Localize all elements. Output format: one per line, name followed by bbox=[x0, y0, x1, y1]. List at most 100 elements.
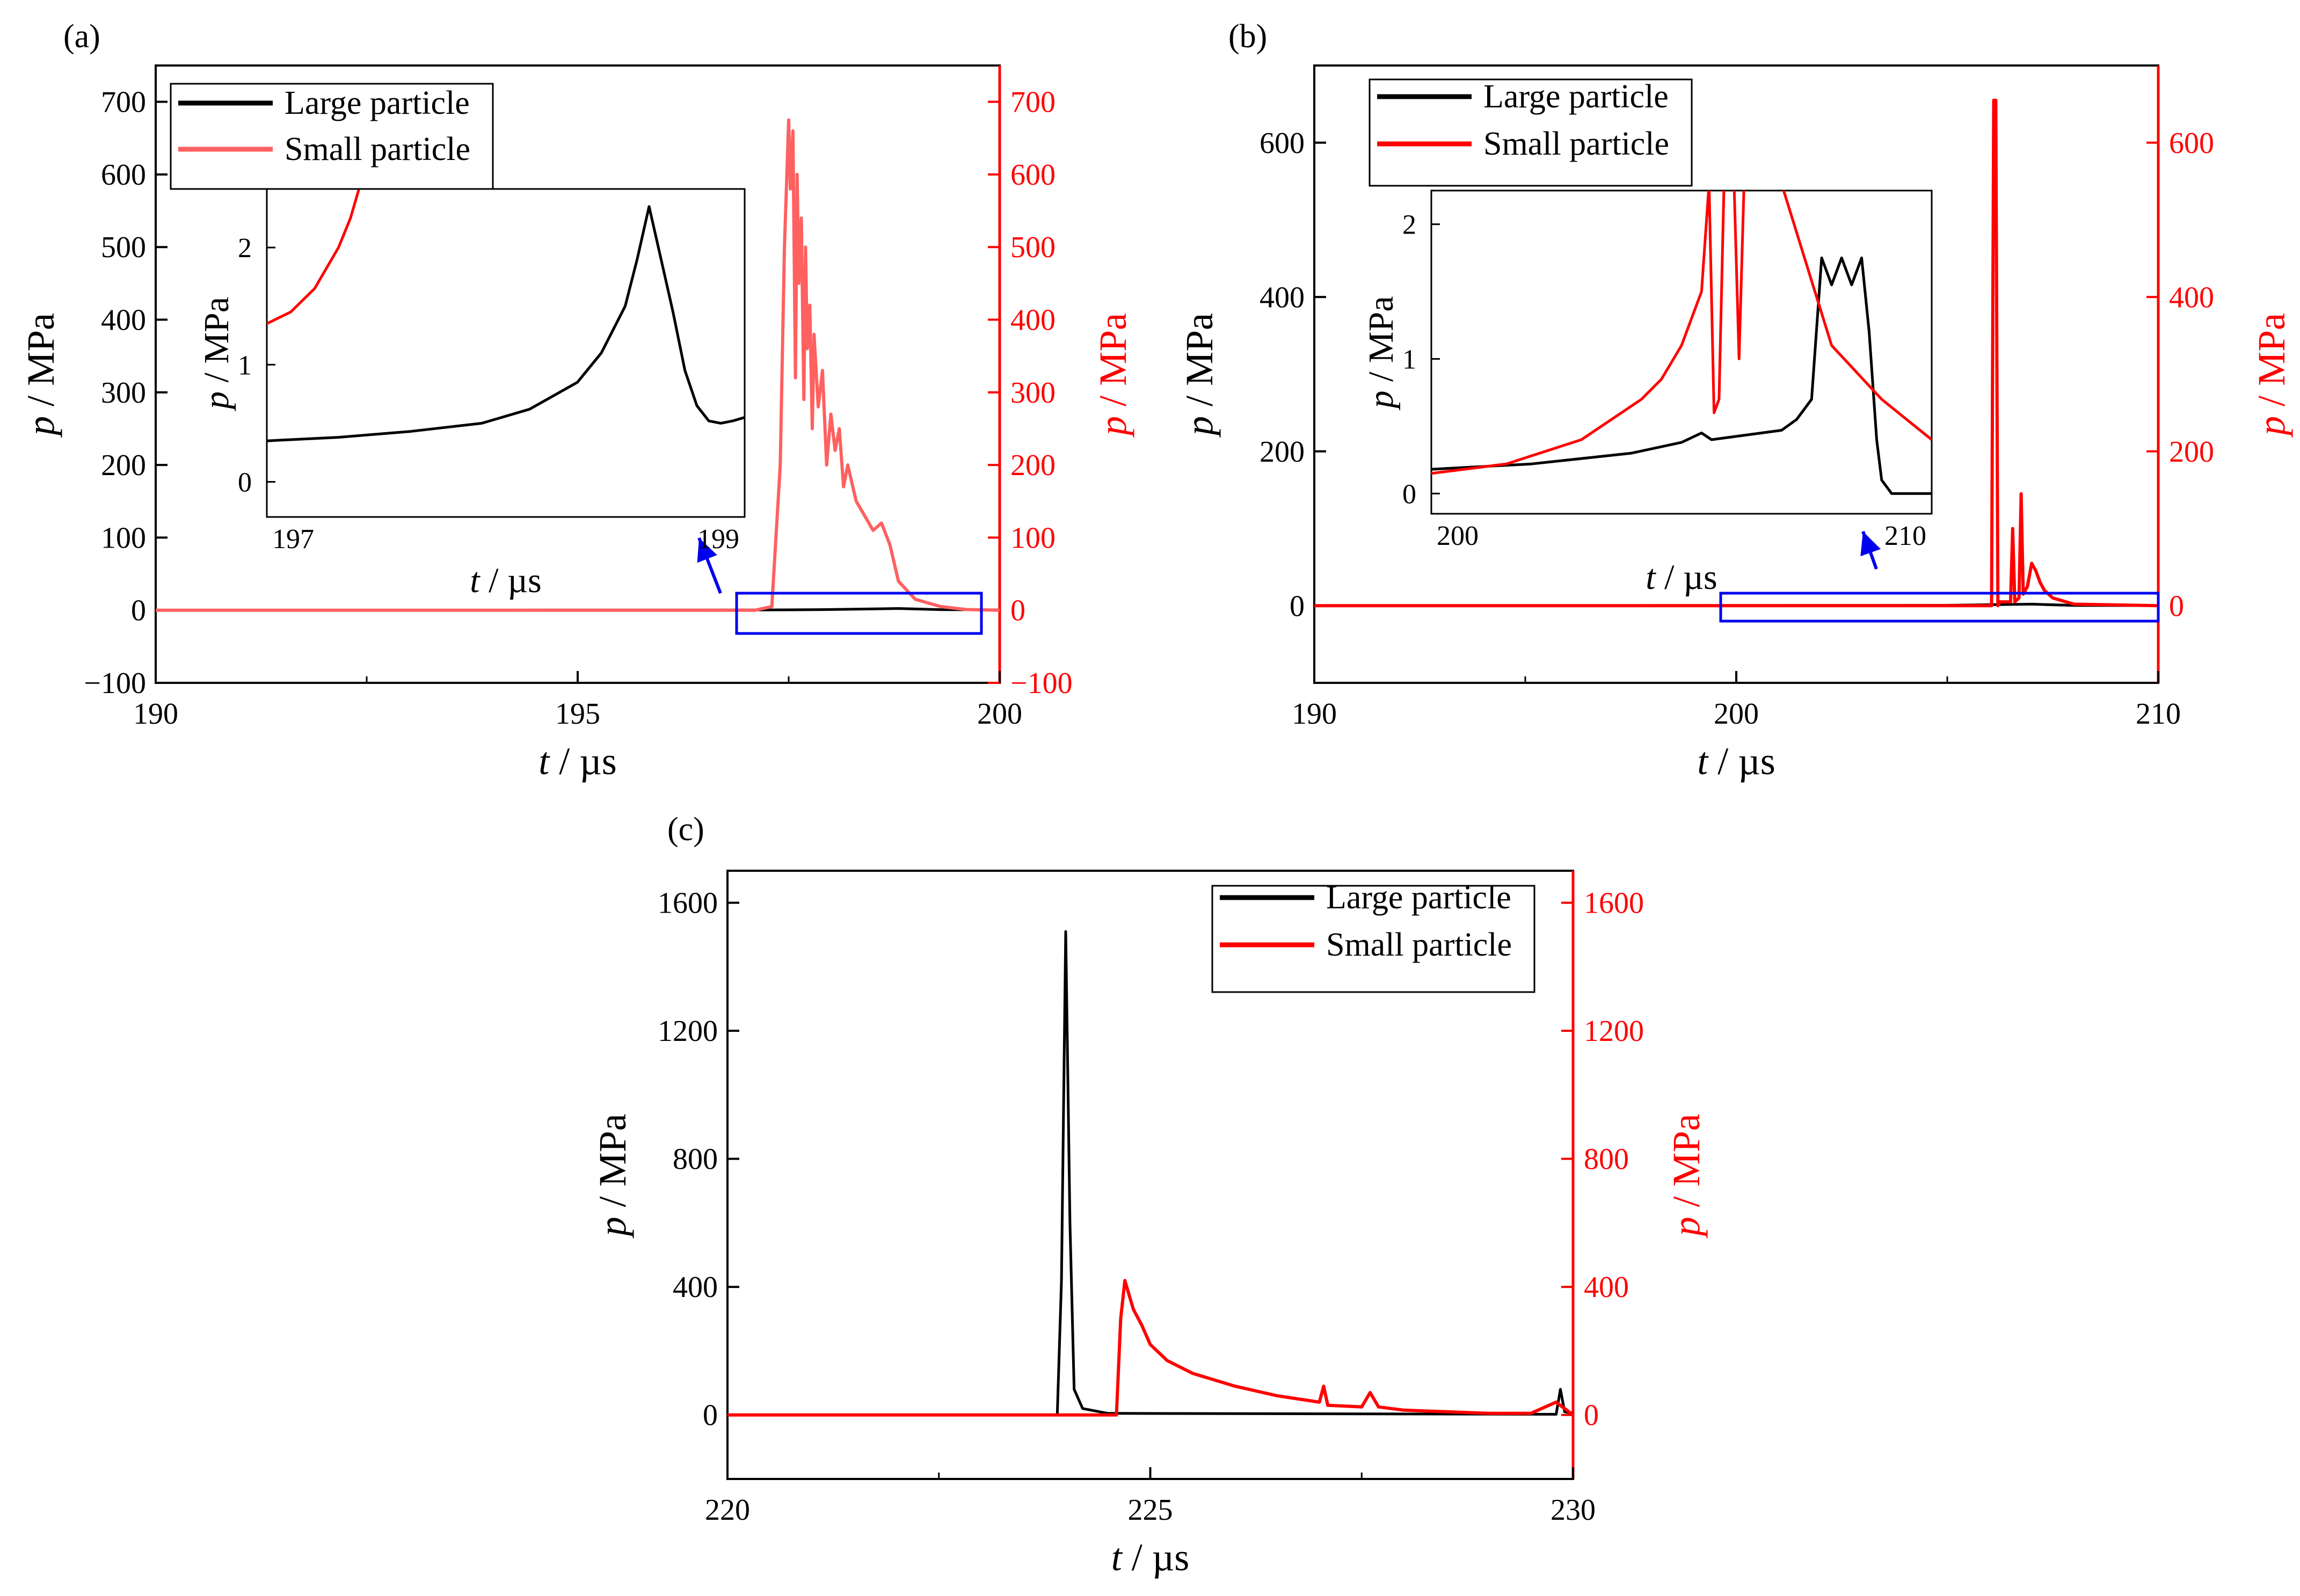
zoom-arrow-head bbox=[697, 538, 717, 563]
y-tick-label-right: 600 bbox=[1010, 158, 1056, 192]
y-tick-label-left: 0 bbox=[703, 1399, 718, 1432]
inset-x-axis-label-var: t bbox=[1646, 558, 1656, 597]
y-tick-label-right: 800 bbox=[1584, 1143, 1629, 1176]
y-axis-label-right: p / MPa bbox=[1665, 1113, 1708, 1238]
inset-x-axis-label-unit: / µs bbox=[480, 561, 542, 600]
inset-x-tick-label: 199 bbox=[697, 524, 739, 555]
zoom-box bbox=[1719, 592, 2160, 623]
inset-x-axis-label-var: t bbox=[470, 561, 481, 600]
y-axis-label-right-var: p bbox=[1091, 416, 1134, 438]
y-tick-label-right: 300 bbox=[1010, 376, 1056, 410]
y-axis-label-left: p / MPa bbox=[19, 313, 62, 438]
y-tick-label-right: 600 bbox=[2169, 127, 2214, 160]
legend: Large particle Small particle bbox=[1369, 78, 1693, 187]
x-axis-label: t / µs bbox=[1697, 740, 1775, 783]
legend-entry: Large particle bbox=[1483, 78, 1669, 115]
x-tick-label: 225 bbox=[1128, 1493, 1173, 1527]
y-tick-label-left: 300 bbox=[101, 376, 146, 410]
y-tick-label-right: 200 bbox=[2169, 435, 2214, 469]
inset-y-axis-label: p / MPa bbox=[197, 297, 236, 411]
y-tick-label-right: 0 bbox=[2169, 589, 2184, 623]
inset-frame bbox=[266, 188, 746, 518]
inset-y-axis-label-unit: / MPa bbox=[1362, 296, 1401, 390]
inset-x-axis-label: t / µs bbox=[470, 561, 541, 600]
x-tick-label: 200 bbox=[1714, 697, 1759, 731]
y-axis-label-left-var: p bbox=[19, 416, 62, 438]
inset-x-tick-label: 200 bbox=[1437, 521, 1479, 551]
y-axis-label-left-unit: / MPa bbox=[19, 313, 62, 416]
inset: 197 199 0 1 2 t / µs p / MPa bbox=[197, 188, 746, 600]
series-line-small bbox=[727, 1279, 1573, 1417]
y-tick-label-right: 400 bbox=[2169, 281, 2214, 314]
panel-a: 190 195 200−1000100200300400500600700−1000… bbox=[19, 18, 1134, 783]
x-tick-label: 190 bbox=[1292, 697, 1337, 731]
x-axis-label-unit: / µs bbox=[549, 740, 617, 783]
y-tick-label-left: 800 bbox=[673, 1143, 718, 1176]
inset-y-tick-label: 1 bbox=[1402, 345, 1416, 375]
y-tick-label-left: 100 bbox=[101, 521, 146, 555]
y-tick-label-left: 200 bbox=[1260, 435, 1305, 469]
y-tick-label-right: 500 bbox=[1010, 231, 1056, 264]
legend-entry: Large particle bbox=[1326, 879, 1511, 916]
y-tick-label-right: 0 bbox=[1584, 1399, 1599, 1432]
y-axis-label-left-unit: / MPa bbox=[1178, 313, 1221, 416]
legend-entry: Small particle bbox=[285, 131, 470, 167]
inset-y-tick-label: 0 bbox=[238, 468, 252, 498]
y-axis-label-left-var: p bbox=[1178, 416, 1221, 438]
series-line-large bbox=[727, 930, 1573, 1417]
y-tick-label-left: 700 bbox=[101, 86, 146, 119]
y-tick-label-left: 500 bbox=[101, 231, 146, 264]
inset-y-tick-label: 2 bbox=[238, 233, 252, 264]
inset-x-axis-label-unit: / µs bbox=[1656, 558, 1717, 597]
y-tick-label-left: 400 bbox=[673, 1271, 718, 1304]
x-axis-label: t / µs bbox=[1111, 1536, 1190, 1579]
x-tick-label: 195 bbox=[555, 697, 600, 731]
panel-label: (b) bbox=[1228, 18, 1267, 55]
y-tick-label-right: −100 bbox=[1010, 667, 1073, 700]
y-tick-label-left: 600 bbox=[101, 158, 146, 192]
x-axis-label: t / µs bbox=[538, 740, 617, 783]
x-tick-label: 200 bbox=[977, 697, 1022, 731]
x-axis-label-var: t bbox=[1111, 1536, 1123, 1579]
x-axis-label-var: t bbox=[1697, 740, 1709, 783]
y-tick-label-right: 400 bbox=[1584, 1271, 1629, 1304]
x-tick-label: 230 bbox=[1551, 1493, 1596, 1527]
y-axis-label-right-var: p bbox=[2250, 416, 2293, 438]
y-tick-label-left: −100 bbox=[84, 667, 146, 700]
inset: 200 210 0 1 2 t / µs p / MPa bbox=[1362, 190, 1933, 597]
panel-c: 220 225 230 0 400 800 1200 1600 0 400 800 1200 1600 t… bbox=[591, 811, 1708, 1579]
y-axis-label-right-var: p bbox=[1665, 1217, 1708, 1239]
y-tick-label-left: 1600 bbox=[658, 887, 718, 920]
inset-series-line-large bbox=[1431, 256, 1932, 495]
y-tick-label-right: 0 bbox=[1010, 594, 1025, 628]
inset-x-axis-label: t / µs bbox=[1646, 558, 1717, 597]
series-line-small bbox=[156, 118, 1000, 612]
y-axis-label-right-unit: / MPa bbox=[1665, 1113, 1708, 1216]
y-axis-label-left-var: p bbox=[591, 1217, 634, 1239]
y-tick-label-left: 200 bbox=[101, 449, 146, 482]
zoom-arrow-head bbox=[1860, 531, 1881, 557]
inset-y-axis-label-var: p bbox=[1362, 391, 1401, 411]
legend: Large particle Small particle bbox=[1211, 879, 1535, 993]
y-axis-label-right-unit: / MPa bbox=[2250, 313, 2293, 416]
x-axis-label-unit: / µs bbox=[1708, 740, 1775, 783]
x-tick-label: 210 bbox=[2136, 697, 2181, 731]
y-tick-label-right: 1200 bbox=[1584, 1015, 1644, 1048]
panel-label: (a) bbox=[63, 18, 100, 55]
panel-label: (c) bbox=[667, 811, 704, 848]
x-axis-label-var: t bbox=[538, 740, 550, 783]
inset-x-tick-label: 197 bbox=[272, 524, 314, 555]
inset-y-tick-label: 0 bbox=[1402, 479, 1416, 509]
x-tick-label: 220 bbox=[705, 1493, 750, 1527]
y-axis-label-left-unit: / MPa bbox=[591, 1113, 634, 1216]
x-axis-label-unit: / µs bbox=[1122, 1536, 1190, 1579]
y-tick-label-right: 700 bbox=[1010, 86, 1056, 119]
legend-entry: Small particle bbox=[1326, 927, 1512, 963]
y-tick-label-left: 0 bbox=[131, 594, 146, 628]
y-tick-label-right: 100 bbox=[1010, 521, 1056, 555]
inset-y-tick-label: 1 bbox=[238, 350, 252, 381]
legend-entry: Small particle bbox=[1483, 126, 1669, 162]
y-tick-label-left: 600 bbox=[1260, 127, 1305, 160]
